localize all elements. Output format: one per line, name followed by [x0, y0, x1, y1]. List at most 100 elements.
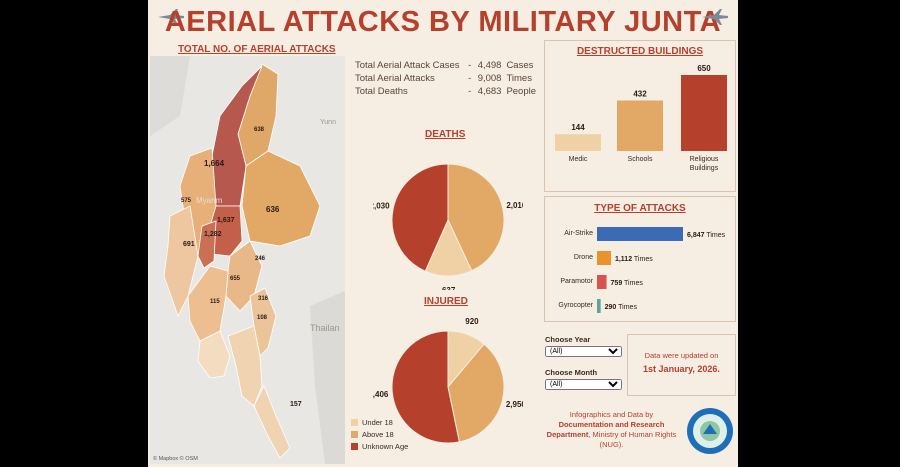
legend-label: Unknown Age	[362, 442, 409, 451]
attacks-panel: TYPE OF ATTACKS Air-Strike 6,847 Times Dro…	[544, 196, 736, 322]
pie-value-label: 2,950	[506, 400, 523, 409]
building-category-label: Religious	[690, 156, 719, 163]
stat-row: Total Aerial Attack Cases -4,498 Cases	[355, 60, 540, 71]
attack-bar[interactable]	[597, 227, 683, 241]
footer-ministry: , Ministry of Human Rights (NUG).	[588, 430, 677, 449]
region-mon[interactable]	[227, 325, 263, 407]
building-bar[interactable]	[617, 100, 663, 151]
pie-value-label: 2,016	[506, 201, 523, 210]
map-region-label: 638	[254, 127, 265, 133]
pie-value-label: 920	[465, 317, 479, 326]
stat-label: Total Deaths	[355, 86, 408, 97]
legend-item: Unknown Age	[351, 442, 408, 451]
pie-value-label: 4,406	[373, 390, 389, 399]
fighter-jet-icon	[702, 9, 728, 25]
injured-pie: 920 2,950 4,406	[373, 317, 523, 444]
legend-swatch	[351, 443, 358, 450]
attack-bar[interactable]	[597, 299, 601, 313]
pie-value-label: 2,030	[373, 201, 390, 210]
pie-slice[interactable]	[391, 330, 460, 444]
building-category-label: Medic	[569, 156, 588, 163]
building-category-label: Buildings	[690, 165, 719, 172]
legend: Under 18 Above 18 Unknown Age	[351, 418, 408, 451]
fighter-jet-icon	[158, 9, 184, 25]
map-region-label: 115	[210, 299, 220, 305]
building-value-label: 432	[633, 89, 647, 98]
year-select[interactable]: (All)	[545, 346, 622, 357]
buildings-title: DESTRUCTED BUILDINGS	[576, 46, 704, 57]
map-view[interactable]: Myanm Yunn Thailan 638 1,664 575 636 1,6…	[150, 56, 345, 464]
attack-value-label: 1,112 Times	[615, 256, 653, 263]
update-box: Data were updated on 1st January, 2026.	[627, 334, 736, 396]
pie-slice[interactable]	[391, 163, 449, 272]
region-rakhine[interactable]	[163, 205, 199, 318]
attack-category-label: Paramotor	[560, 278, 593, 285]
map-region-label: 655	[230, 276, 241, 282]
attack-category-label: Drone	[574, 254, 593, 261]
stat-value: 4,683	[477, 86, 502, 97]
legend-label: Under 18	[362, 418, 393, 427]
building-value-label: 144	[571, 123, 585, 132]
stat-unit: Cases	[506, 60, 534, 71]
attack-value-label: 6,847 Times	[687, 232, 726, 239]
map-region-label: 1,637	[217, 217, 235, 224]
deaths-pie: 2,016 637 2,030	[373, 163, 523, 290]
month-filter-label: Choose Month	[545, 368, 598, 377]
region-shan[interactable]	[241, 150, 321, 247]
footer-line1: Infographics and Data by	[569, 410, 654, 419]
legend-item: Above 18	[351, 430, 408, 439]
map-region-label: 575	[181, 198, 192, 204]
pie-slice[interactable]	[447, 343, 505, 443]
stat-unit: Times	[506, 73, 532, 84]
legend-swatch	[351, 431, 358, 438]
attack-category-label: Air-Strike	[564, 230, 593, 237]
attacks-bar-chart: Air-Strike 6,847 Times Drone 1,112 Times Par…	[558, 227, 726, 313]
attack-value-label: 290 Times	[605, 304, 638, 311]
dashboard: AERIAL ATTACKS BY MILITARY JUNTA TOTAL N…	[148, 0, 738, 467]
region-yangon[interactable]	[197, 330, 231, 379]
map-region-label: 316	[258, 296, 269, 302]
legend-label: Above 18	[362, 430, 394, 439]
attack-bar[interactable]	[597, 275, 607, 289]
stat-label: Total Aerial Attacks	[355, 73, 435, 84]
year-filter-label: Choose Year	[545, 335, 591, 344]
ministry-seal-icon	[687, 408, 733, 454]
map-svg: Myanm Yunn Thailan 638 1,664 575 636 1,6…	[150, 56, 345, 464]
pie-value-label: 637	[442, 286, 456, 290]
map-region-label: 691	[183, 241, 195, 248]
region-magway[interactable]	[197, 220, 217, 269]
stat-value: 9,008	[477, 73, 502, 84]
page-title: AERIAL ATTACKS BY MILITARY JUNTA	[164, 6, 722, 38]
footer-credit: Infographics and Data by Documentation a…	[544, 410, 679, 450]
map-region-label: 1,664	[204, 159, 225, 168]
attack-value-label: 759 Times	[611, 280, 644, 287]
pie-slice[interactable]	[447, 163, 505, 272]
map-region-label: 157	[290, 401, 302, 408]
month-select[interactable]: (All)	[545, 379, 622, 390]
region-sagaing[interactable]	[209, 65, 263, 207]
region-bago[interactable]	[187, 265, 229, 342]
update-label: Data were updated on	[644, 351, 719, 360]
stat-row: Total Deaths -4,683 People	[355, 86, 540, 97]
deaths-title: DEATHS	[425, 129, 466, 140]
attack-bar[interactable]	[597, 251, 611, 265]
region-tanintharyi[interactable]	[253, 385, 291, 459]
map-place-label: Thailan	[310, 323, 340, 333]
stat-row: Total Aerial Attacks -9,008 Times	[355, 73, 540, 84]
map-credits: © Mapbox © OSM	[153, 456, 198, 462]
legend-swatch	[351, 419, 358, 426]
map-region-label: 636	[266, 205, 280, 214]
stat-value: 4,498	[477, 60, 502, 71]
attack-category-label: Gyrocopter	[558, 302, 593, 309]
building-bar[interactable]	[555, 134, 601, 151]
map-region-label: 1,282	[204, 231, 222, 238]
map-place-label: Yunn	[320, 119, 336, 126]
buildings-bar-chart: 144 Medic 432 Schools 650 Religious Buildings	[555, 64, 727, 172]
stat-label: Total Aerial Attack Cases	[355, 60, 460, 71]
map-place-label: Myanm	[196, 196, 223, 205]
legend-item: Under 18	[351, 418, 408, 427]
map-region-label: 108	[257, 315, 268, 321]
attacks-title: TYPE OF ATTACKS	[594, 203, 686, 214]
injured-title: INJURED	[424, 296, 468, 307]
building-bar[interactable]	[681, 75, 727, 151]
